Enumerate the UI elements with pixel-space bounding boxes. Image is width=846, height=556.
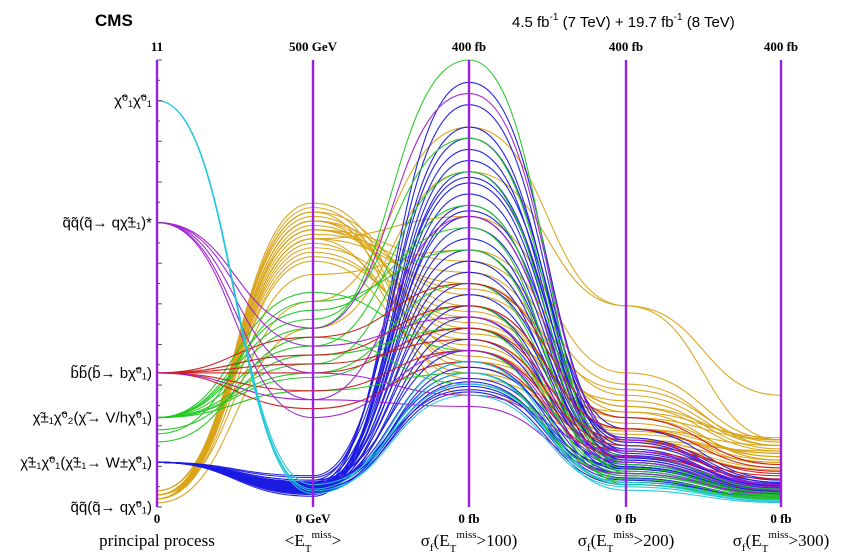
axis-name-2: σf(ETmiss>100) bbox=[421, 529, 518, 555]
axis-name-3: σf(ETmiss>200) bbox=[578, 529, 675, 555]
experiment-label: CMS bbox=[95, 11, 133, 30]
process-label-2: b̃b̃(b̃→ bχ̃⁰₁) bbox=[71, 364, 152, 381]
axis-top-value-1: 500 GeV bbox=[289, 39, 338, 54]
luminosity-a-sup: -1 bbox=[550, 12, 559, 23]
axis-bottom-value-1: 0 GeV bbox=[295, 511, 331, 526]
axis-top-value-0: 11 bbox=[151, 39, 163, 54]
process-line-orange-23 bbox=[156, 229, 782, 492]
process-line-orange-22 bbox=[156, 238, 782, 500]
luminosity-b-tail: (8 TeV) bbox=[683, 14, 735, 31]
process-label-1: q̃q̃(q̃→ qχ̃±₁)* bbox=[62, 215, 152, 232]
axis-name-4: σf(ETmiss>300) bbox=[733, 529, 830, 555]
axis-bottom-value-4: 0 fb bbox=[770, 511, 791, 526]
process-line-red-0 bbox=[157, 327, 782, 475]
process-line-red-5 bbox=[156, 338, 782, 472]
process-label-3: χ̃±₁χ̃⁰₂(χ̃→ V/hχ̃⁰₁) bbox=[33, 410, 152, 427]
axis-bottom-value-2: 0 fb bbox=[458, 511, 479, 526]
process-line-cyan-3 bbox=[156, 100, 782, 502]
process-label-0: χ̃⁰₁χ̃⁰₁ bbox=[114, 93, 152, 110]
process-line-orange-10 bbox=[156, 242, 782, 500]
process-line-red-3 bbox=[156, 282, 782, 466]
process-label-5: q̃q̃(q̃→ qχ̃⁰₁) bbox=[71, 499, 152, 516]
labels: 11 0 500 GeV 0 GeV 400 fb 0 fb 400 fb 0 fb 400 f… bbox=[20, 39, 829, 555]
axis-bottom-value-0: 0 bbox=[154, 511, 161, 526]
process-line-orange-20 bbox=[156, 211, 782, 500]
luminosity-a-tail: (7 TeV) + 19.7 fb bbox=[558, 14, 673, 31]
luminosity-a: 4.5 fb bbox=[512, 14, 550, 31]
luminosity-b-sup: -1 bbox=[674, 12, 683, 23]
axis-top-value-4: 400 fb bbox=[764, 39, 798, 54]
axis-top-value-2: 400 fb bbox=[452, 39, 486, 54]
axis-name-1: <ETmiss> bbox=[285, 529, 342, 555]
process-label-4: χ̃±₁χ̃⁰₁(χ̃±₁→ W±χ̃⁰₁) bbox=[20, 454, 152, 471]
axis-top-value-3: 400 fb bbox=[609, 39, 643, 54]
process-line-cyan-2 bbox=[156, 100, 782, 501]
axis-bottom-value-3: 0 fb bbox=[615, 511, 636, 526]
luminosity-label: 4.5 fb-1 (7 TeV) + 19.7 fb-1 (8 TeV) bbox=[512, 12, 735, 31]
axes bbox=[155, 59, 783, 508]
axis-name-0: principal process bbox=[99, 531, 215, 550]
